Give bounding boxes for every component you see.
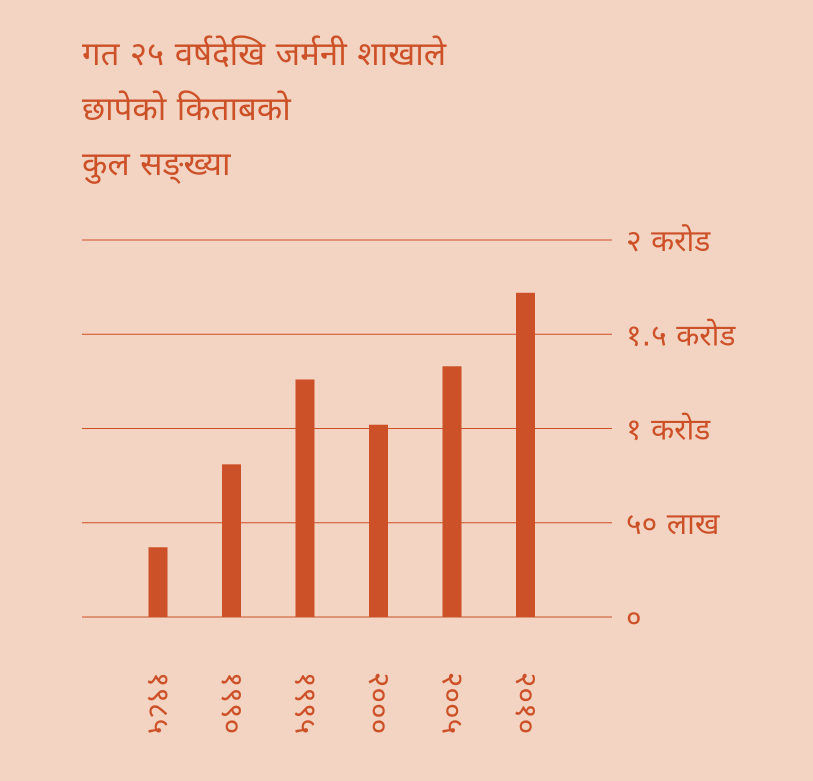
chart-title-line-2: छापेको किताबको: [82, 89, 291, 128]
y-tick-label-3: १.५ करोड: [626, 318, 736, 353]
bar-5: [516, 292, 535, 617]
y-axis-ticks: ० ५० लाख १ करोड १.५ करोड २ करोड: [626, 224, 736, 636]
y-tick-label-4: २ करोड: [626, 224, 711, 259]
y-tick-label-0: ०: [626, 601, 642, 636]
x-category-label-0: १९८५: [141, 672, 176, 734]
x-category-label-3: २०००: [361, 672, 396, 734]
chart-title-line-3: कुल सङ्ख्या: [82, 144, 231, 183]
x-category-label-4: २००५: [435, 672, 470, 734]
x-category-label-2: १९९५: [288, 672, 323, 734]
bar-2: [295, 379, 315, 617]
chart-title: गत २५ वर्षदेखि जर्मनी शाखाले छापेको किता…: [82, 26, 642, 191]
bars: [148, 292, 535, 617]
bar-1: [222, 464, 241, 617]
chart-title-line-1: गत २५ वर्षदेखि जर्मनी शाखाले: [82, 34, 447, 73]
x-category-label-1: १९९०: [214, 672, 249, 734]
bar-4: [442, 366, 462, 617]
bar-0: [148, 547, 168, 617]
x-category-label-5: २०१०: [508, 672, 543, 734]
y-tick-label-1: ५० लाख: [626, 507, 720, 542]
y-tick-label-2: १ करोड: [626, 413, 711, 448]
x-axis-categories: १९८५ १९९० १९९५ २००० २००५ २०१०: [141, 672, 544, 734]
bar-3: [369, 424, 388, 617]
